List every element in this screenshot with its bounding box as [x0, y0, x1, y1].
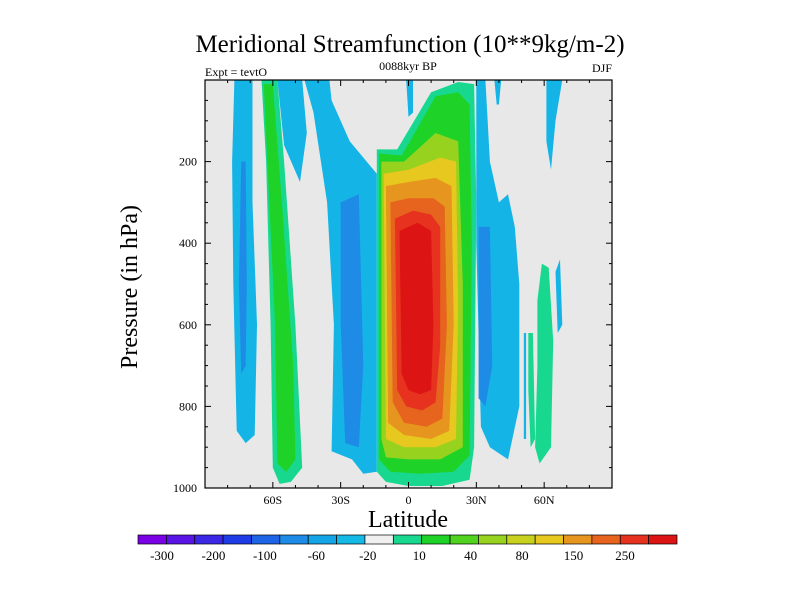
colorbar-swatch	[364, 534, 394, 545]
contour-negative-nh-top-3	[546, 80, 563, 170]
x-tick-label: 0	[406, 493, 412, 507]
colorbar-swatch	[194, 534, 224, 545]
colorbar-label: -300	[150, 548, 174, 563]
colorbar-swatch	[449, 534, 479, 545]
subtitle-left: Expt = tevtO	[205, 65, 267, 79]
colorbar-swatch	[137, 534, 167, 545]
y-tick-label: 600	[179, 318, 197, 332]
y-tick-label: 800	[179, 399, 197, 413]
colorbar-swatch	[392, 534, 423, 545]
contour-positive-nh-2	[528, 333, 536, 448]
x-tick-label: 60N	[534, 493, 555, 507]
colorbar-label: -200	[202, 548, 226, 563]
colorbar-swatch	[251, 534, 281, 545]
colorbar-labels: -300 -200 -100 -60 -20 10 40 80 150 250	[150, 548, 635, 563]
y-tick-label: 1000	[173, 481, 197, 495]
contour-hadley-300	[399, 222, 434, 395]
colorbar-swatch	[534, 534, 564, 545]
y-tick-label: 200	[179, 155, 197, 169]
colorbar-swatch	[478, 534, 508, 545]
colorbar-swatch	[222, 534, 252, 545]
colorbar-swatch	[421, 534, 451, 545]
x-tick-label: 60S	[263, 493, 282, 507]
colorbar-label: -60	[308, 548, 325, 563]
colorbar-swatch	[336, 534, 366, 545]
colorbar-label: -100	[253, 548, 277, 563]
contour-negative-nh-top-2	[494, 80, 502, 105]
x-tick-label: 30N	[466, 493, 487, 507]
contour-field	[232, 80, 563, 486]
contour-positive-sh-inner	[263, 84, 296, 472]
colorbar-label: 40	[464, 548, 477, 563]
colorbar-swatch	[279, 534, 309, 545]
subtitle-right: DJF	[592, 61, 612, 75]
colorbar-swatch	[648, 534, 678, 545]
colorbar-label: 80	[516, 548, 529, 563]
axis-ticks	[205, 80, 612, 489]
contour-negative-sh2-inner	[340, 194, 364, 448]
chart-title: Meridional Streamfunction (10**9kg/m-2)	[195, 31, 624, 58]
colorbar-swatch	[166, 534, 196, 545]
x-tick-label: 30S	[331, 493, 350, 507]
contour-positive-nh-1	[535, 263, 554, 464]
x-axis-label: Latitude	[368, 507, 448, 533]
colorbar-swatch	[619, 534, 649, 545]
contour-negative-nh-top-1	[406, 80, 413, 117]
contour-negative-nh-sliver	[523, 333, 527, 439]
contour-negative-sh-inner	[238, 161, 247, 374]
colorbar-label: -20	[359, 548, 376, 563]
contour-negative-nh-sliver-2	[555, 259, 563, 333]
contour-negative-sh-top	[277, 80, 307, 182]
subtitle-center: 0088kyr BP	[379, 59, 437, 73]
colorbar-swatch	[591, 534, 621, 545]
colorbar-label: 150	[564, 548, 584, 563]
contour-negative-nh-inner	[478, 226, 493, 407]
y-axis-label: Pressure (in hPa)	[117, 205, 143, 369]
colorbar-swatch	[563, 534, 593, 545]
colorbar-swatch	[307, 534, 337, 545]
colorbar-label: 10	[413, 548, 426, 563]
colorbar	[137, 534, 678, 545]
colorbar-label: 250	[615, 548, 635, 563]
axis-tick-labels: 60S 30S 0 30N 60N 200 400 600 800 1000	[173, 155, 555, 507]
colorbar-swatch	[506, 534, 536, 545]
y-tick-label: 400	[179, 236, 197, 250]
